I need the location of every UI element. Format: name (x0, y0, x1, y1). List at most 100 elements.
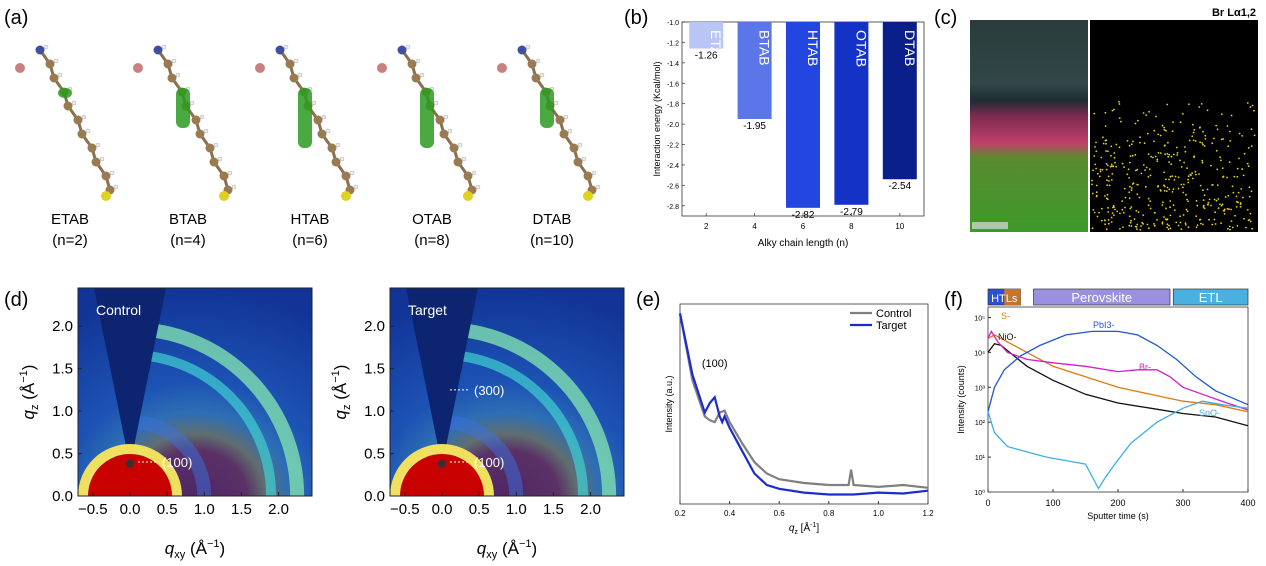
carbon-atom (77, 129, 87, 139)
bar-category-label: DTAB (902, 30, 918, 66)
br-signal-dot (1166, 218, 1169, 221)
br-signal-dot (1192, 123, 1194, 126)
br-signal-dot (1202, 189, 1204, 192)
br-signal-dot (1227, 194, 1230, 197)
molecule-chain-n: (n=2) (52, 232, 87, 249)
x-tick-label: 1.0 (194, 501, 215, 518)
carbon-atom (153, 45, 163, 55)
br-signal-dot (1093, 112, 1096, 115)
br-signal-dot (1182, 186, 1184, 189)
hydrogen-atom (293, 58, 299, 64)
br-signal-dot (1104, 139, 1107, 142)
br-signal-dot (1224, 196, 1227, 198)
giwaxs-map-control: Control (100) −0.5 0.0 0.5 1.0 1.5 2.0 0.0 0.5 1.0… (18, 287, 313, 561)
br-signal-dot (1211, 223, 1214, 226)
x-axis-title: qz [Å-1] (789, 521, 820, 536)
br-signal-dot (1094, 146, 1096, 148)
br-signal-dot (1144, 185, 1147, 188)
br-signal-dot (1253, 134, 1256, 137)
br-signal-dot (1213, 198, 1216, 201)
br-signal-dot (1246, 162, 1249, 165)
peak-annotation: (100) (702, 358, 728, 370)
br-signal-dot (1175, 146, 1178, 149)
br-signal-dot (1220, 138, 1223, 141)
br-signal-dot (1215, 149, 1218, 152)
hydrogen-atom (443, 114, 449, 120)
y-axis-unit-exponent: −1 (18, 370, 30, 383)
carbon-atom (285, 59, 295, 69)
diffraction-ring (441, 414, 524, 497)
carbon-atom (397, 45, 407, 55)
br-signal-dot (1131, 154, 1134, 157)
br-signal-dot (1131, 183, 1134, 185)
br-signal-dot (1241, 168, 1244, 171)
br-signal-dot (1203, 207, 1206, 210)
br-signal-dot (1198, 219, 1201, 221)
br-signal-dot (1217, 198, 1220, 200)
br-signal-dot (1129, 155, 1132, 158)
br-signal-dot (1152, 156, 1154, 159)
br-signal-dot (1104, 125, 1107, 127)
br-signal-dot (1171, 191, 1174, 193)
layer-band-label: ETL (1199, 290, 1223, 305)
br-signal-dot (1159, 152, 1162, 155)
hydrogen-atom (199, 114, 205, 120)
br-signal-dot (1187, 200, 1190, 203)
br-signal-dot (1145, 114, 1148, 116)
y-axis-unit: (Å (331, 382, 350, 404)
layer-band-gradient (1004, 289, 1021, 305)
br-signal-dot (1180, 183, 1183, 186)
br-signal-dot (1147, 197, 1150, 200)
br-signal-dot (1130, 206, 1133, 208)
legend-label: Target (876, 320, 907, 332)
br-signal-dot (1134, 122, 1137, 125)
y-axis-symbol: q (19, 409, 38, 419)
br-signal-dot (1235, 195, 1238, 198)
br-signal-dot (1167, 228, 1170, 231)
br-signal-dot (1238, 157, 1240, 160)
br-signal-dot (1222, 176, 1224, 179)
br-signal-dot (1239, 203, 1242, 206)
br-signal-dot (1229, 130, 1231, 133)
specular-glow-core (400, 454, 484, 496)
carbon-atom (517, 45, 527, 55)
x-axis-title: Alky chain length (n) (758, 238, 849, 249)
br-signal-dot (1137, 211, 1140, 214)
br-signal-dot (1113, 108, 1115, 111)
br-signal-dot (1249, 106, 1252, 108)
y-tick-label: 10⁰ (974, 489, 985, 497)
br-signal-dot (1182, 214, 1185, 216)
br-signal-dot (1247, 165, 1250, 168)
br-signal-dot (1095, 195, 1098, 198)
br-signal-dot (1213, 218, 1216, 221)
br-signal-dot (1251, 104, 1254, 107)
x-axis-symbol: q (477, 539, 487, 558)
x-axis-close: ) (532, 539, 538, 558)
carbon-atom (87, 143, 97, 153)
y-tick-label: 10³ (975, 385, 986, 392)
br-signal-dot (1110, 221, 1113, 223)
carbon-atom (531, 73, 541, 83)
diffraction-ring (441, 349, 589, 497)
br-signal-dot (1130, 225, 1133, 227)
molecule-btab (133, 44, 237, 201)
hydrogen-atom (43, 44, 49, 50)
br-signal-dot (1172, 204, 1175, 207)
hydrogen-atom (535, 58, 541, 64)
br-signal-dot (1251, 227, 1254, 230)
sulfur-atom (341, 191, 351, 201)
br-signal-dot (1202, 130, 1204, 133)
x-tick-label: 0.0 (120, 501, 141, 518)
x-axis-unit-exponent: −1 (207, 538, 220, 550)
bar-value-label: -1.26 (695, 51, 718, 62)
br-signal-dot (1249, 220, 1252, 223)
br-signal-dot (1246, 102, 1249, 104)
br-signal-dot (1107, 206, 1109, 209)
br-signal-dot (1091, 179, 1093, 182)
hydrogen-atom (595, 184, 601, 190)
br-signal-dot (1171, 130, 1174, 133)
br-signal-dot (1124, 196, 1127, 199)
br-signal-dot (1121, 208, 1124, 211)
bar-category-label: OTAB (853, 30, 869, 67)
br-signal-dot (1136, 193, 1139, 196)
